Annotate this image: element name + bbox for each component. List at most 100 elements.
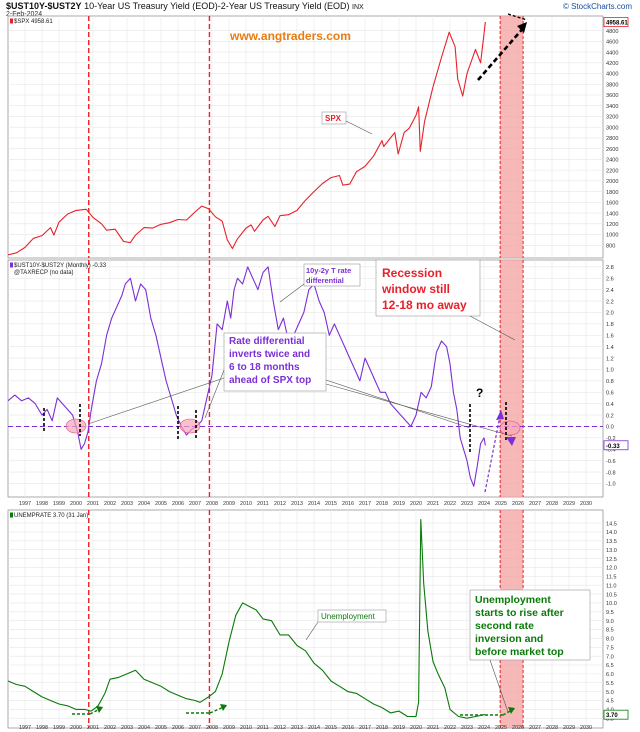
recession-label-pointer [469, 315, 516, 341]
y-tick-label: 14.0 [606, 530, 617, 536]
x-tick-label: 2030 [580, 725, 592, 731]
y-tick-label: 4600 [606, 40, 618, 46]
recession-label-line1: Recession [382, 266, 442, 280]
recession-window [500, 16, 524, 258]
y-tick-label: 1200 [606, 222, 618, 228]
x-tick-label: 2001 [87, 725, 99, 731]
y-tick-label: 0.0 [606, 425, 614, 431]
inversion-label-box [223, 332, 327, 392]
legend-swatch [10, 512, 13, 518]
x-tick-label: 2028 [546, 501, 558, 507]
x-tick-label: 1998 [36, 725, 48, 731]
series-line [7, 22, 486, 256]
x-tick-label: 2014 [308, 501, 320, 507]
y-tick-label: 5.0 [606, 690, 614, 696]
y-tick-label: 6.0 [606, 672, 614, 678]
x-tick-label: 2010 [240, 501, 252, 507]
y-tick-label: 10.5 [606, 592, 617, 598]
last-value-label: 3.70 [606, 713, 618, 719]
y-tick-label: 1800 [606, 190, 618, 196]
series-line [7, 518, 486, 719]
x-tick-label: 2006 [172, 501, 184, 507]
x-tick-label: 2020 [410, 725, 422, 731]
x-tick-label: 2005 [155, 501, 167, 507]
x-tick-label: 2022 [444, 725, 456, 731]
y-tick-label: 12.0 [606, 566, 617, 572]
chart-date: 2-Feb-2024 [6, 11, 43, 18]
x-tick-label: 2029 [563, 725, 575, 731]
y-tick-label: 2.4 [606, 288, 614, 294]
last-value-label: 4958.61 [606, 21, 628, 27]
panel-legend: UNEMPRATE 3.70 (31 Jan) [14, 513, 88, 519]
unemp-label-pointer [305, 621, 319, 641]
x-tick-label: 2027 [529, 501, 541, 507]
x-tick-label: 2010 [240, 725, 252, 731]
stockcharts-credit[interactable]: © StockCharts.com [562, 2, 632, 11]
x-tick-label: 1997 [19, 501, 31, 507]
x-tick-label: 2007 [189, 725, 201, 731]
unemp-note-box [469, 589, 591, 661]
question-mark: ? [476, 386, 483, 400]
y-tick-label: 8.0 [606, 637, 614, 643]
x-tick-label: 2025 [495, 501, 507, 507]
x-tick-label: 2028 [546, 725, 558, 731]
y-tick-label: 1600 [606, 201, 618, 207]
spx-label: SPX [325, 114, 342, 123]
y-tick-label: 2600 [606, 147, 618, 153]
x-tick-label: 2008 [206, 725, 218, 731]
panel-3: 3.54.04.55.05.56.06.57.07.58.08.59.09.51… [7, 509, 629, 729]
y-tick-label: 0.4 [606, 402, 614, 408]
series-line [7, 266, 486, 487]
y-tick-label: 2.2 [606, 299, 614, 305]
x-tick-label: 1999 [53, 501, 65, 507]
x-tick-label: 2017 [359, 725, 371, 731]
x-tick-label: 2002 [104, 501, 116, 507]
y-tick-label: 3800 [606, 82, 618, 88]
x-tick-label: 2004 [138, 725, 150, 731]
x-tick-label: 2003 [121, 725, 133, 731]
unemp-note-line4: inversion and [475, 633, 543, 645]
inversion-pointer-4 [325, 383, 513, 437]
y-tick-label: 1.2 [606, 356, 614, 362]
y-tick-label: 0.6 [606, 390, 614, 396]
x-tick-label: 2030 [580, 501, 592, 507]
x-tick-label: 1998 [36, 501, 48, 507]
diff-trend-arrow [484, 415, 501, 493]
x-tick-label: 2019 [393, 501, 405, 507]
x-tick-label: 2022 [444, 501, 456, 507]
x-tick-label: 2021 [427, 725, 439, 731]
trend-arrow-up-head [517, 22, 527, 33]
y-tick-label: 1000 [606, 233, 618, 239]
x-tick-label: 2017 [359, 501, 371, 507]
x-tick-label: 2000 [70, 501, 82, 507]
unemp-note-line1: Unemployment [475, 594, 551, 606]
panel-legend-2: @TAXRECP (no data) [14, 270, 74, 276]
x-tick-label: 2011 [257, 725, 269, 731]
x-tick-label: 2014 [308, 725, 320, 731]
x-tick-label: 2025 [495, 725, 507, 731]
recession-label-line2: window still [381, 282, 450, 296]
y-tick-label: 14.5 [606, 521, 617, 527]
diff-label-line2: differential [306, 276, 344, 285]
y-tick-label: 4800 [606, 29, 618, 35]
x-tick-label: 2018 [376, 725, 388, 731]
x-tick-label: 2016 [342, 725, 354, 731]
y-tick-label: 2000 [606, 179, 618, 185]
y-tick-label: 2400 [606, 158, 618, 164]
x-tick-label: 2012 [274, 501, 286, 507]
x-tick-label: 2019 [393, 725, 405, 731]
y-tick-label: 9.0 [606, 619, 614, 625]
x-tick-label: 2026 [512, 501, 524, 507]
x-tick-label: 2009 [223, 501, 235, 507]
last-value-badge [603, 17, 629, 28]
x-tick-label: 1999 [53, 725, 65, 731]
panel-legend: $UST10Y-$UST2Y (Monthly) -0.33 [14, 263, 107, 269]
inversion-highlight [65, 418, 87, 434]
x-tick-label: 2029 [563, 501, 575, 507]
unemp-rise-arrow-head [508, 707, 515, 714]
panel-legend: $SPX 4958.61 [14, 19, 53, 25]
y-tick-label: 13.0 [606, 548, 617, 554]
y-tick-label: 0.8 [606, 379, 614, 385]
y-tick-label: -1.0 [606, 482, 616, 488]
last-value-label: -0.33 [606, 444, 620, 450]
